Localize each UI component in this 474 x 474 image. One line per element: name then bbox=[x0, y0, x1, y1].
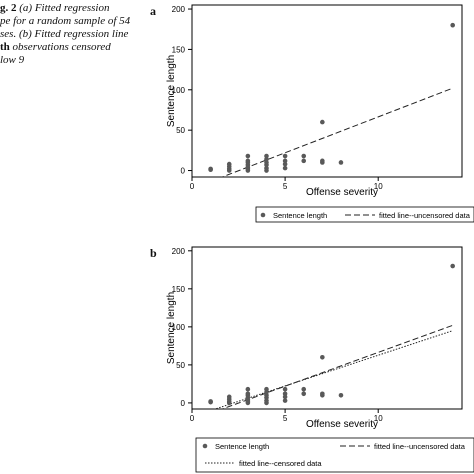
chart-b-data-point bbox=[245, 391, 251, 397]
chart-a-ytick-label: 50 bbox=[176, 126, 185, 135]
chart-a-legend-label-0: Sentence length bbox=[273, 211, 327, 220]
chart-b-ytick-label: 150 bbox=[172, 285, 186, 294]
chart-a-data-point bbox=[226, 161, 232, 167]
panel-label-a: a bbox=[150, 4, 156, 18]
chart-b-legend-symbol-0 bbox=[202, 443, 208, 449]
caption-line-5: low 9 bbox=[0, 54, 25, 66]
chart-b-series-2-line bbox=[213, 330, 453, 409]
chart-b-data-point bbox=[245, 386, 251, 392]
chart-b-data-point bbox=[282, 398, 288, 403]
chart-b-ytick-label: 50 bbox=[176, 361, 185, 370]
chart-a-data-point bbox=[264, 153, 269, 159]
chart-b-data-point bbox=[226, 394, 232, 400]
chart-b-x-axis-label: Offense severity bbox=[306, 419, 378, 430]
chart-a-data-point bbox=[245, 158, 251, 164]
chart-b-data-point bbox=[264, 386, 269, 392]
panel-label-b: b bbox=[150, 246, 157, 260]
chart-a-xtick-label: 10 bbox=[374, 182, 383, 191]
chart-b-legend-label-0: Sentence length bbox=[215, 442, 269, 451]
chart-a-data-point bbox=[320, 158, 325, 164]
chart-a-data-point bbox=[208, 167, 213, 173]
chart-b-xtick-label: 0 bbox=[190, 414, 195, 423]
chart-b-legend-box bbox=[195, 437, 474, 473]
chart-a-data-point bbox=[282, 165, 288, 171]
chart-a-xtick-label: 5 bbox=[283, 182, 288, 191]
chart-b-data-point bbox=[450, 263, 455, 269]
chart-b-series-1-line bbox=[220, 324, 453, 409]
chart-a-ytick-label: 150 bbox=[172, 45, 186, 54]
chart-b-plot-frame bbox=[191, 246, 463, 410]
chart-b-xtick-label: 10 bbox=[374, 414, 383, 423]
chart-b-legend-label-2: fitted line--censored data bbox=[239, 459, 322, 468]
caption-line-4: th observations censored bbox=[0, 41, 111, 53]
chart-a-ytick-label: 0 bbox=[181, 167, 186, 176]
chart-a-data-point bbox=[264, 156, 269, 162]
chart-a-legend-label-1: fitted line--uncensored data bbox=[379, 211, 471, 220]
chart-a-data-point bbox=[282, 161, 288, 167]
chart-a-data-point bbox=[282, 158, 288, 164]
chart-a-data-point bbox=[264, 160, 269, 165]
chart-b-y-axis-label: Sentence length bbox=[166, 292, 177, 364]
caption-line-3: ses. (b) Fitted regression line bbox=[0, 28, 129, 40]
chart-a-data-point bbox=[282, 153, 288, 159]
chart-b-ytick-label: 100 bbox=[172, 323, 186, 332]
chart-b-data-point bbox=[282, 386, 288, 392]
chart-b-data-point bbox=[338, 393, 344, 398]
chart-a-data-point bbox=[320, 119, 325, 125]
chart-b-data-point bbox=[320, 391, 325, 397]
chart-a-x-axis-label: Offense severity bbox=[306, 187, 378, 198]
chart-a-data-point bbox=[264, 165, 269, 171]
chart-a-data-point bbox=[301, 158, 307, 164]
caption-line-2: pe for a random sample of 54 bbox=[0, 15, 131, 27]
chart-a-data-point bbox=[245, 153, 251, 159]
chart-b-data-point bbox=[282, 391, 288, 397]
chart-a-xtick-label: 0 bbox=[190, 182, 195, 191]
caption-line-1: g. 2 (a) Fitted regression bbox=[0, 2, 110, 14]
chart-b-data-point bbox=[301, 391, 307, 397]
chart-a-data-point bbox=[450, 22, 455, 28]
chart-b-xtick-label: 5 bbox=[283, 414, 288, 423]
chart-a-data-point bbox=[301, 153, 307, 159]
chart-a-data-point bbox=[338, 160, 344, 165]
chart-b-ytick-label: 0 bbox=[181, 399, 186, 408]
chart-a-series-1-line bbox=[220, 87, 453, 177]
chart-a-ytick-label: 200 bbox=[172, 5, 186, 14]
chart-b-legend-label-1: fitted line--uncensored data bbox=[374, 442, 466, 451]
chart-a-ytick-label: 100 bbox=[172, 86, 186, 95]
chart-b-data-point bbox=[320, 354, 325, 360]
figure-caption: g. 2 (a) Fitted regression pe for a rand… bbox=[0, 2, 150, 67]
chart-b-data-point bbox=[208, 399, 213, 405]
chart-b-data-point bbox=[301, 386, 307, 392]
chart-a-plot-frame bbox=[191, 4, 463, 178]
chart-a-legend-symbol-0 bbox=[260, 212, 266, 218]
chart-b-ytick-label: 200 bbox=[172, 247, 186, 256]
chart-a-y-axis-label: Sentence length bbox=[166, 55, 177, 127]
